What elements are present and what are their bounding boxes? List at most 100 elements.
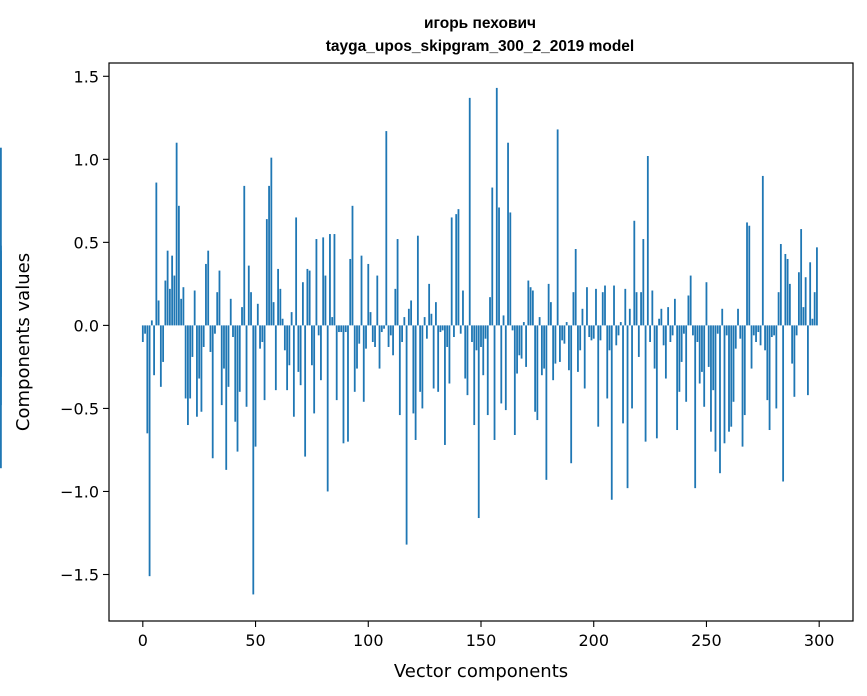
bar — [290, 312, 293, 326]
bar — [216, 292, 219, 326]
bar — [387, 325, 390, 347]
bar — [678, 325, 681, 392]
bar — [694, 325, 697, 489]
bar — [766, 325, 769, 401]
bar — [552, 325, 555, 381]
bar — [256, 303, 259, 326]
bar — [324, 275, 327, 326]
bar — [520, 325, 523, 359]
bar — [572, 292, 575, 326]
bar — [759, 325, 762, 346]
bar — [622, 325, 624, 424]
bar — [254, 325, 257, 447]
bar — [748, 225, 751, 326]
y-axis-ticks: −1.5 −1.0 −0.5 0.0 0.5 1.0 1.5 — [60, 67, 109, 585]
bar — [484, 325, 487, 339]
bar — [574, 249, 577, 326]
bar — [597, 325, 600, 427]
bar — [412, 325, 415, 414]
bar — [703, 325, 706, 407]
bar — [811, 318, 814, 326]
bar — [791, 325, 794, 364]
bar — [786, 258, 789, 326]
bar — [211, 325, 214, 459]
bar — [773, 325, 775, 336]
bar — [495, 87, 498, 326]
bar — [775, 325, 778, 409]
bar — [261, 325, 264, 342]
bar — [403, 317, 406, 326]
x-axis-ticks: 0 50 100 150 200 250 300 — [138, 621, 834, 650]
bar — [396, 239, 399, 326]
bar — [187, 325, 189, 426]
bar — [329, 234, 331, 326]
bar — [453, 325, 455, 338]
bar — [482, 325, 485, 376]
bar — [196, 325, 198, 417]
bar — [295, 217, 298, 326]
bar — [419, 325, 422, 392]
bar — [732, 325, 735, 402]
bar — [559, 325, 561, 362]
bar — [425, 325, 428, 339]
bar — [561, 325, 564, 341]
bar — [577, 325, 579, 372]
bar — [491, 187, 494, 326]
bar — [462, 290, 464, 326]
bar — [351, 205, 354, 326]
chart-subtitle: tayga_upos_skipgram_300_2_2019 model — [326, 38, 634, 55]
bar — [238, 325, 241, 392]
bar — [770, 325, 773, 338]
bar — [719, 325, 721, 474]
bar — [349, 258, 352, 326]
bar — [457, 209, 460, 326]
bar — [468, 97, 471, 326]
bar — [193, 290, 196, 326]
bar — [184, 325, 187, 399]
bar — [220, 325, 223, 406]
bar — [595, 288, 597, 326]
bar — [189, 325, 192, 399]
bar — [498, 207, 500, 326]
bar — [376, 275, 379, 326]
bar — [644, 325, 647, 442]
bar — [755, 325, 757, 342]
bar — [421, 325, 424, 409]
bar — [507, 142, 509, 326]
bar — [304, 325, 307, 457]
bar — [297, 325, 300, 372]
y-tick-label: 1.5 — [74, 67, 99, 86]
bars-group — [0, 87, 818, 595]
bar — [606, 325, 609, 399]
bar — [723, 325, 726, 444]
bar — [601, 292, 604, 326]
bar — [807, 325, 809, 396]
bar — [779, 244, 782, 326]
bar — [225, 325, 228, 470]
bar — [714, 325, 717, 452]
bar — [730, 325, 733, 427]
bar — [430, 313, 433, 326]
bar — [633, 220, 636, 326]
bar — [437, 325, 440, 392]
bar — [604, 285, 606, 326]
bar — [428, 283, 431, 326]
x-tick-label: 50 — [245, 631, 265, 650]
bar — [741, 325, 744, 447]
bar — [353, 325, 356, 392]
bar — [308, 270, 311, 326]
bar — [144, 325, 146, 334]
bar — [667, 307, 670, 326]
bar — [166, 250, 169, 326]
bar — [525, 325, 527, 367]
bar — [471, 325, 473, 342]
bar — [380, 325, 383, 333]
bar — [705, 282, 708, 326]
bar — [527, 280, 530, 326]
bar — [536, 325, 539, 421]
bar — [631, 325, 633, 409]
bar — [511, 325, 514, 331]
bar — [797, 272, 800, 326]
bar — [608, 325, 611, 351]
